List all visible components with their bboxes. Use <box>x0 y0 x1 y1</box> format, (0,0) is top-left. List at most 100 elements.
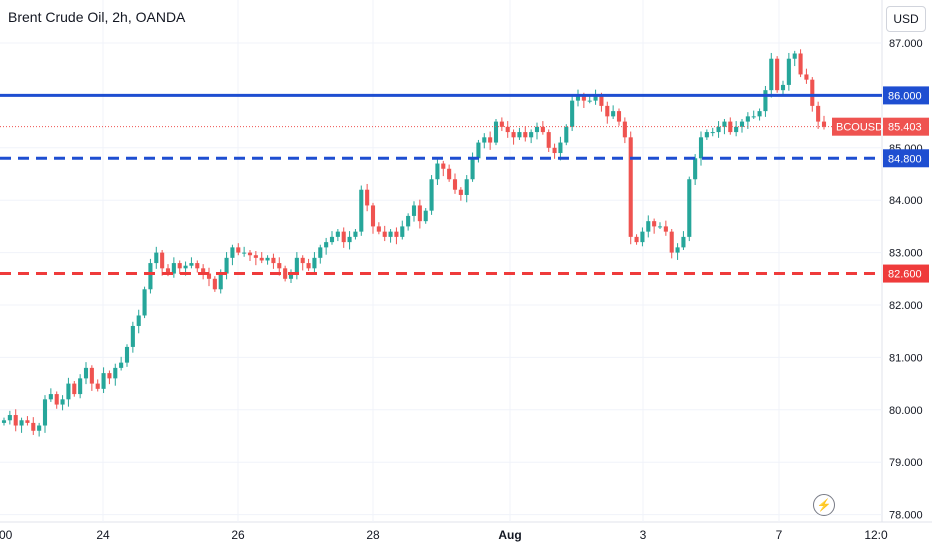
candle-body <box>154 252 159 264</box>
candle-body <box>25 420 30 423</box>
candle-body <box>628 137 633 237</box>
candle-body <box>423 210 428 222</box>
candle-body <box>148 263 153 290</box>
candle-body <box>775 58 780 91</box>
level-label-bg <box>883 149 929 168</box>
candle-body <box>271 257 276 264</box>
candle-body <box>745 116 750 122</box>
candle-body <box>734 126 739 133</box>
candle-body <box>757 111 762 117</box>
candle-body <box>593 95 598 101</box>
candle-body <box>540 126 545 133</box>
candle-body <box>335 231 340 237</box>
candle-body <box>265 257 270 261</box>
level-label: 82.600 <box>888 269 922 281</box>
candle-body <box>165 268 171 274</box>
candle-body <box>365 189 370 206</box>
candle-body <box>89 367 94 384</box>
candle-body <box>347 236 352 243</box>
y-tick-label: 82.000 <box>889 300 923 312</box>
candle-body <box>488 137 493 143</box>
candle-body <box>663 226 668 232</box>
candle-body <box>599 95 604 106</box>
lightning-icon[interactable]: ⚡ <box>813 494 835 516</box>
candle-body <box>564 126 569 143</box>
candle-body <box>681 236 686 248</box>
candle-body <box>611 111 616 117</box>
candle-body <box>224 257 229 274</box>
candle-body <box>119 362 124 368</box>
candle-body <box>687 179 692 237</box>
x-tick-label: 3 <box>640 528 647 542</box>
candle-body <box>769 58 774 91</box>
candle-body <box>458 189 463 195</box>
candle-body <box>441 163 446 169</box>
y-tick-label: 81.000 <box>889 352 923 364</box>
candle-body <box>201 268 206 274</box>
candle-body <box>54 394 59 405</box>
candle-body <box>306 263 311 269</box>
candle-body <box>400 226 405 237</box>
candle-body <box>283 268 288 279</box>
candle-body <box>107 373 112 379</box>
candle-body <box>693 158 698 180</box>
candle-body <box>60 399 65 405</box>
level-label-bg <box>883 264 929 283</box>
candle-body <box>42 399 48 426</box>
candle-body <box>236 247 241 253</box>
candle-body <box>646 221 651 232</box>
candle-body <box>183 265 188 269</box>
candle-body <box>318 247 323 258</box>
candle-body <box>558 142 563 154</box>
candle-body <box>101 373 106 389</box>
candle-body <box>247 252 253 256</box>
candle-body <box>78 378 83 395</box>
candle-body <box>570 100 575 127</box>
candle-body <box>710 132 715 134</box>
candle-body <box>716 126 721 133</box>
candle-body <box>13 415 18 426</box>
y-tick-label: 84.000 <box>889 195 923 207</box>
candle-body <box>95 383 100 389</box>
candle-body <box>511 132 516 138</box>
candle-body <box>552 147 557 154</box>
candle-body <box>253 255 258 258</box>
x-tick-label: 24 <box>96 528 110 542</box>
candle-body <box>499 121 504 127</box>
candle-body <box>622 121 627 138</box>
candle-body <box>464 179 469 195</box>
candle-body <box>382 231 387 237</box>
candle-body <box>288 273 294 279</box>
candle-body <box>763 90 768 112</box>
candle-body <box>324 242 329 248</box>
candle-body <box>370 205 376 227</box>
y-tick-label: 80.000 <box>889 405 923 417</box>
candle-body <box>698 137 704 159</box>
candle-body <box>605 105 610 117</box>
candle-body <box>447 168 452 180</box>
candle-body <box>160 252 165 269</box>
y-tick-label: 79.000 <box>889 457 923 469</box>
candle-body <box>780 84 786 91</box>
y-tick-label: 83.000 <box>889 248 923 260</box>
candle-body <box>329 236 335 243</box>
x-tick-label: 7 <box>776 528 783 542</box>
candle-body <box>7 415 12 421</box>
candle-body <box>634 236 639 243</box>
candle-body <box>142 289 147 316</box>
currency-button[interactable]: USD <box>886 6 926 32</box>
candle-body <box>359 189 364 232</box>
candle-body <box>19 420 24 426</box>
x-tick-label: Aug <box>498 528 521 542</box>
candle-body <box>429 179 434 211</box>
candle-body <box>616 111 622 122</box>
candle-body <box>177 263 182 269</box>
x-tick-label: 28 <box>366 528 380 542</box>
candle-body <box>529 132 534 138</box>
candle-body <box>259 257 264 261</box>
candle-body <box>113 367 118 379</box>
level-label-bg <box>883 86 929 105</box>
candle-body <box>534 126 540 133</box>
